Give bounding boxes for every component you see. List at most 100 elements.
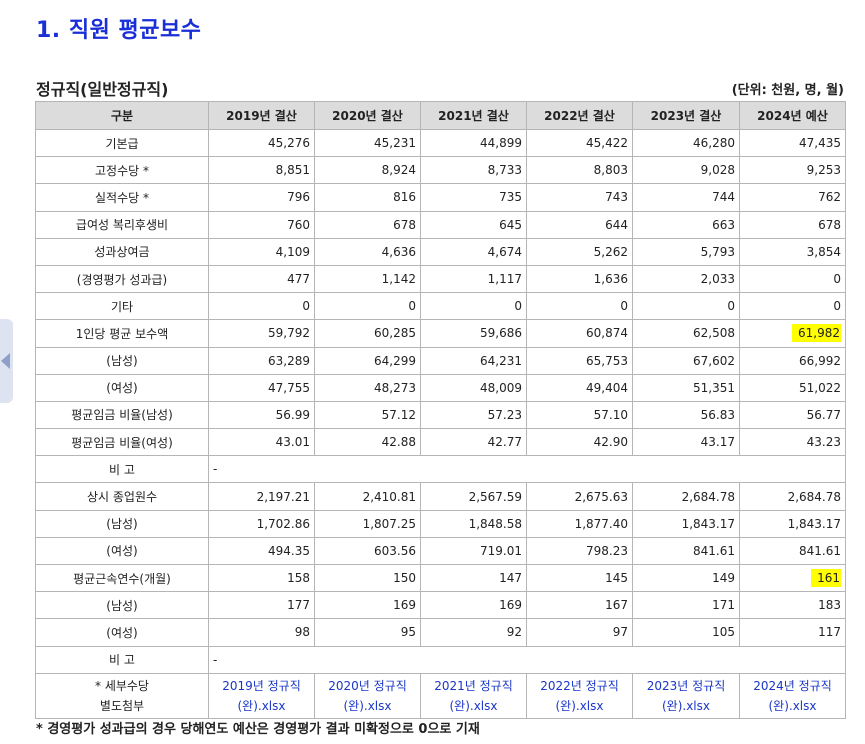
table-cell: 2,684.78 xyxy=(739,482,846,511)
attachment-file-link[interactable]: 2021년 정규직 (완).xlsx xyxy=(425,676,522,716)
section-title: 1. 직원 평균보수 xyxy=(36,18,202,43)
column-header: 2020년 결산 xyxy=(314,101,421,130)
attachment-cell: 2019년 정규직 (완).xlsx xyxy=(208,672,315,719)
remarks-cell: - xyxy=(208,455,846,484)
row-label: 기타 xyxy=(35,292,209,321)
table-cell: 1,843.17 xyxy=(632,509,740,538)
column-header: 2022년 결산 xyxy=(526,101,633,130)
table-cell: 167 xyxy=(526,591,633,620)
table-cell: 1,877.40 xyxy=(526,509,633,538)
table-cell: 49,404 xyxy=(526,373,633,402)
table-subtitle: 정규직(일반정규직) xyxy=(36,80,169,99)
table-cell: 8,851 xyxy=(208,156,315,185)
table-cell: 149 xyxy=(632,563,740,593)
table-cell: 743 xyxy=(526,183,633,212)
row-label: (남성) xyxy=(35,509,209,538)
table-cell: 762 xyxy=(739,183,846,212)
footnote: * 경영평가 성과급의 경우 당해연도 예산은 경영평가 결과 미확정으로 0으… xyxy=(36,722,480,737)
table-cell: 4,674 xyxy=(420,237,527,266)
table-cell: 47,435 xyxy=(739,128,846,158)
column-header: 2021년 결산 xyxy=(420,101,527,130)
side-collapse-tab[interactable] xyxy=(0,319,13,403)
table-cell: 678 xyxy=(739,210,846,239)
table-cell: 4,109 xyxy=(208,237,315,266)
table-row: 비 고- xyxy=(35,645,846,674)
table-cell: 147 xyxy=(420,563,527,593)
table-cell: 60,285 xyxy=(314,319,421,348)
table-cell: 98 xyxy=(208,618,315,647)
table-cell: 183 xyxy=(739,591,846,620)
attachment-file-link[interactable]: 2023년 정규직 (완).xlsx xyxy=(637,676,735,716)
table-cell: 1,142 xyxy=(314,264,421,294)
file-name-line: 2023년 정규직 xyxy=(646,678,726,693)
attachment-cell: 2021년 정규직 (완).xlsx xyxy=(420,672,527,719)
table-cell: 43.01 xyxy=(208,428,315,457)
attachment-file-link[interactable]: 2019년 정규직 (완).xlsx xyxy=(213,676,310,716)
table-cell: 841.61 xyxy=(739,536,846,566)
table-cell: 45,422 xyxy=(526,128,633,158)
file-ext-line: (완).xlsx xyxy=(449,698,498,713)
row-label: 실적수당 * xyxy=(35,183,209,212)
table-cell: 477 xyxy=(208,264,315,294)
table-cell: 46,280 xyxy=(632,128,740,158)
file-name-line: 2020년 정규직 xyxy=(328,678,407,693)
table-cell: 796 xyxy=(208,183,315,212)
table-cell: 169 xyxy=(420,591,527,620)
table-cell: 95 xyxy=(314,618,421,647)
row-label: (여성) xyxy=(35,373,209,402)
table-row: (여성) 494.35 603.56 719.01 798.23 841.61 841.61 xyxy=(35,536,846,566)
row-label: 기본급 xyxy=(35,128,209,158)
attachment-file-link[interactable]: 2022년 정규직 (완).xlsx xyxy=(531,676,628,716)
table-row: (여성) 98 95 92 97 105 117 xyxy=(35,618,846,647)
table-cell: 45,231 xyxy=(314,128,421,158)
table-cell: 8,733 xyxy=(420,156,527,185)
salary-table: 구분 2019년 결산 2020년 결산 2021년 결산 2022년 결산 2… xyxy=(35,101,846,719)
table-cell: 51,351 xyxy=(632,373,740,402)
table-cell: 63,289 xyxy=(208,346,315,375)
table-cell: 2,410.81 xyxy=(314,482,421,511)
table-cell: 2,567.59 xyxy=(420,482,527,511)
table-row: 평균임금 비율(남성) 56.99 57.12 57.23 57.10 56.83 56.7… xyxy=(35,400,846,430)
table-cell: 3,854 xyxy=(739,237,846,266)
chevron-left-icon xyxy=(1,353,10,369)
table-cell: 798.23 xyxy=(526,536,633,566)
file-name-line: 2022년 정규직 xyxy=(540,678,619,693)
table-cell: 9,028 xyxy=(632,156,740,185)
table-cell: 0 xyxy=(739,292,846,321)
table-row: 실적수당 * 796 816 735 743 744 762 xyxy=(35,183,846,212)
table-cell: 841.61 xyxy=(632,536,740,566)
attachment-cell: 2020년 정규직 (완).xlsx xyxy=(314,672,421,719)
row-label: 성과상여금 xyxy=(35,237,209,266)
table-cell: 60,874 xyxy=(526,319,633,348)
row-label: (경영평가 성과급) xyxy=(35,264,209,294)
column-header: 2024년 예산 xyxy=(739,101,846,130)
table-cell: 4,636 xyxy=(314,237,421,266)
row-label: (남성) xyxy=(35,591,209,620)
table-cell: 59,792 xyxy=(208,319,315,348)
table-cell: 92 xyxy=(420,618,527,647)
table-cell: 0 xyxy=(208,292,315,321)
table-cell: 42.90 xyxy=(526,428,633,457)
table-cell: 66,992 xyxy=(739,346,846,375)
table-cell: 2,197.21 xyxy=(208,482,315,511)
table-cell: 2,675.63 xyxy=(526,482,633,511)
table-cell: 603.56 xyxy=(314,536,421,566)
table-cell: 44,899 xyxy=(420,128,527,158)
table-cell: 57.12 xyxy=(314,400,421,430)
table-cell: 171 xyxy=(632,591,740,620)
attachment-file-link[interactable]: 2024년 정규직 (완).xlsx xyxy=(744,676,841,716)
table-row: 기타 0 0 0 0 0 0 xyxy=(35,292,846,321)
table-cell: 8,924 xyxy=(314,156,421,185)
attachment-cell: 2022년 정규직 (완).xlsx xyxy=(526,672,633,719)
table-cell: 117 xyxy=(739,618,846,647)
highlighted-value: 61,982 xyxy=(792,324,841,343)
table-row: 성과상여금 4,109 4,636 4,674 5,262 5,793 3,854 xyxy=(35,237,846,266)
file-ext-line: (완).xlsx xyxy=(343,698,392,713)
attachment-file-link[interactable]: 2020년 정규직 (완).xlsx xyxy=(319,676,416,716)
row-label: 급여성 복리후생비 xyxy=(35,210,209,239)
row-label: 평균근속연수(개월) xyxy=(35,563,209,593)
table-cell: 51,022 xyxy=(739,373,846,402)
row-label: (남성) xyxy=(35,346,209,375)
table-cell: 67,602 xyxy=(632,346,740,375)
attachment-label-line: 별도첨부 xyxy=(99,698,145,713)
